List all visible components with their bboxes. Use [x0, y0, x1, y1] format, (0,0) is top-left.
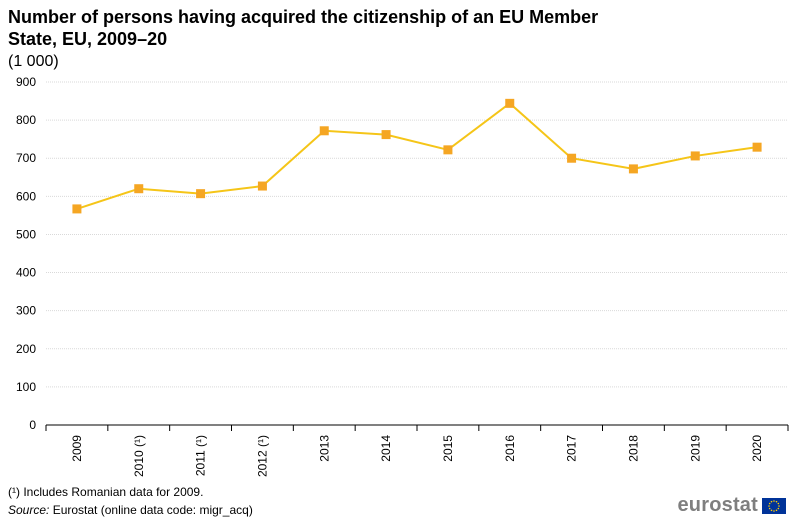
data-point — [381, 130, 391, 140]
flag-star — [768, 504, 770, 507]
flag-star — [770, 500, 773, 502]
flag-star — [778, 504, 780, 507]
chart-subtitle: (1 000) — [8, 53, 59, 70]
data-point — [319, 126, 329, 136]
eu-flag-icon — [762, 497, 786, 514]
y-tick-label: 800 — [16, 113, 36, 127]
flag-star — [775, 509, 778, 511]
data-point — [690, 151, 700, 161]
flag-star — [775, 500, 778, 502]
data-point — [752, 142, 762, 152]
source-note: Source: Eurostat (online data code: migr… — [8, 503, 253, 518]
flag-star — [773, 509, 775, 512]
x-tick-label: 2014 — [379, 435, 393, 462]
x-tick-label: 2015 — [441, 435, 455, 462]
eurostat-logo: eurostat — [677, 494, 786, 517]
data-point — [443, 145, 453, 155]
x-tick-label: 2018 — [626, 435, 640, 462]
chart-title: Number of persons having acquired the ci… — [8, 7, 599, 49]
flag-star — [773, 499, 775, 502]
source-text: Eurostat (online data code: migr_acq) — [52, 503, 253, 517]
x-tick-label: 2013 — [317, 435, 331, 462]
data-point — [628, 164, 638, 174]
y-tick-label: 400 — [16, 266, 36, 280]
source-label: Source: — [8, 503, 50, 517]
x-tick-label: 2020 — [750, 435, 764, 462]
y-tick-label: 200 — [16, 342, 36, 356]
x-tick-label: 2016 — [503, 435, 517, 462]
flag-star — [768, 502, 771, 504]
x-tick-label: 2010 (¹) — [132, 435, 146, 477]
flag-star — [777, 507, 780, 509]
x-tick-label: 2019 — [688, 435, 702, 462]
data-point — [196, 189, 206, 199]
data-point — [72, 204, 82, 214]
y-tick-label: 600 — [16, 189, 36, 203]
flag-star — [777, 502, 780, 504]
x-tick-label: 2012 (¹) — [255, 435, 269, 477]
y-tick-label: 0 — [29, 418, 36, 432]
data-point — [567, 153, 577, 163]
y-tick-label: 300 — [16, 304, 36, 318]
x-tick-label: 2009 — [70, 435, 84, 462]
data-point — [257, 181, 267, 191]
x-tick-label: 2017 — [565, 435, 579, 462]
y-tick-label: 500 — [16, 227, 36, 241]
y-tick-label: 700 — [16, 151, 36, 165]
footnote: (¹) Includes Romanian data for 2009. — [8, 485, 204, 499]
flag-star — [770, 509, 773, 511]
y-tick-label: 100 — [16, 380, 36, 394]
y-tick-label: 900 — [16, 75, 36, 89]
series-line — [76, 102, 758, 210]
flag-star — [768, 507, 771, 509]
data-point — [134, 184, 144, 194]
x-tick-label: 2011 (¹) — [194, 435, 208, 476]
logo-text: eurostat — [677, 494, 758, 516]
data-point — [505, 98, 515, 108]
